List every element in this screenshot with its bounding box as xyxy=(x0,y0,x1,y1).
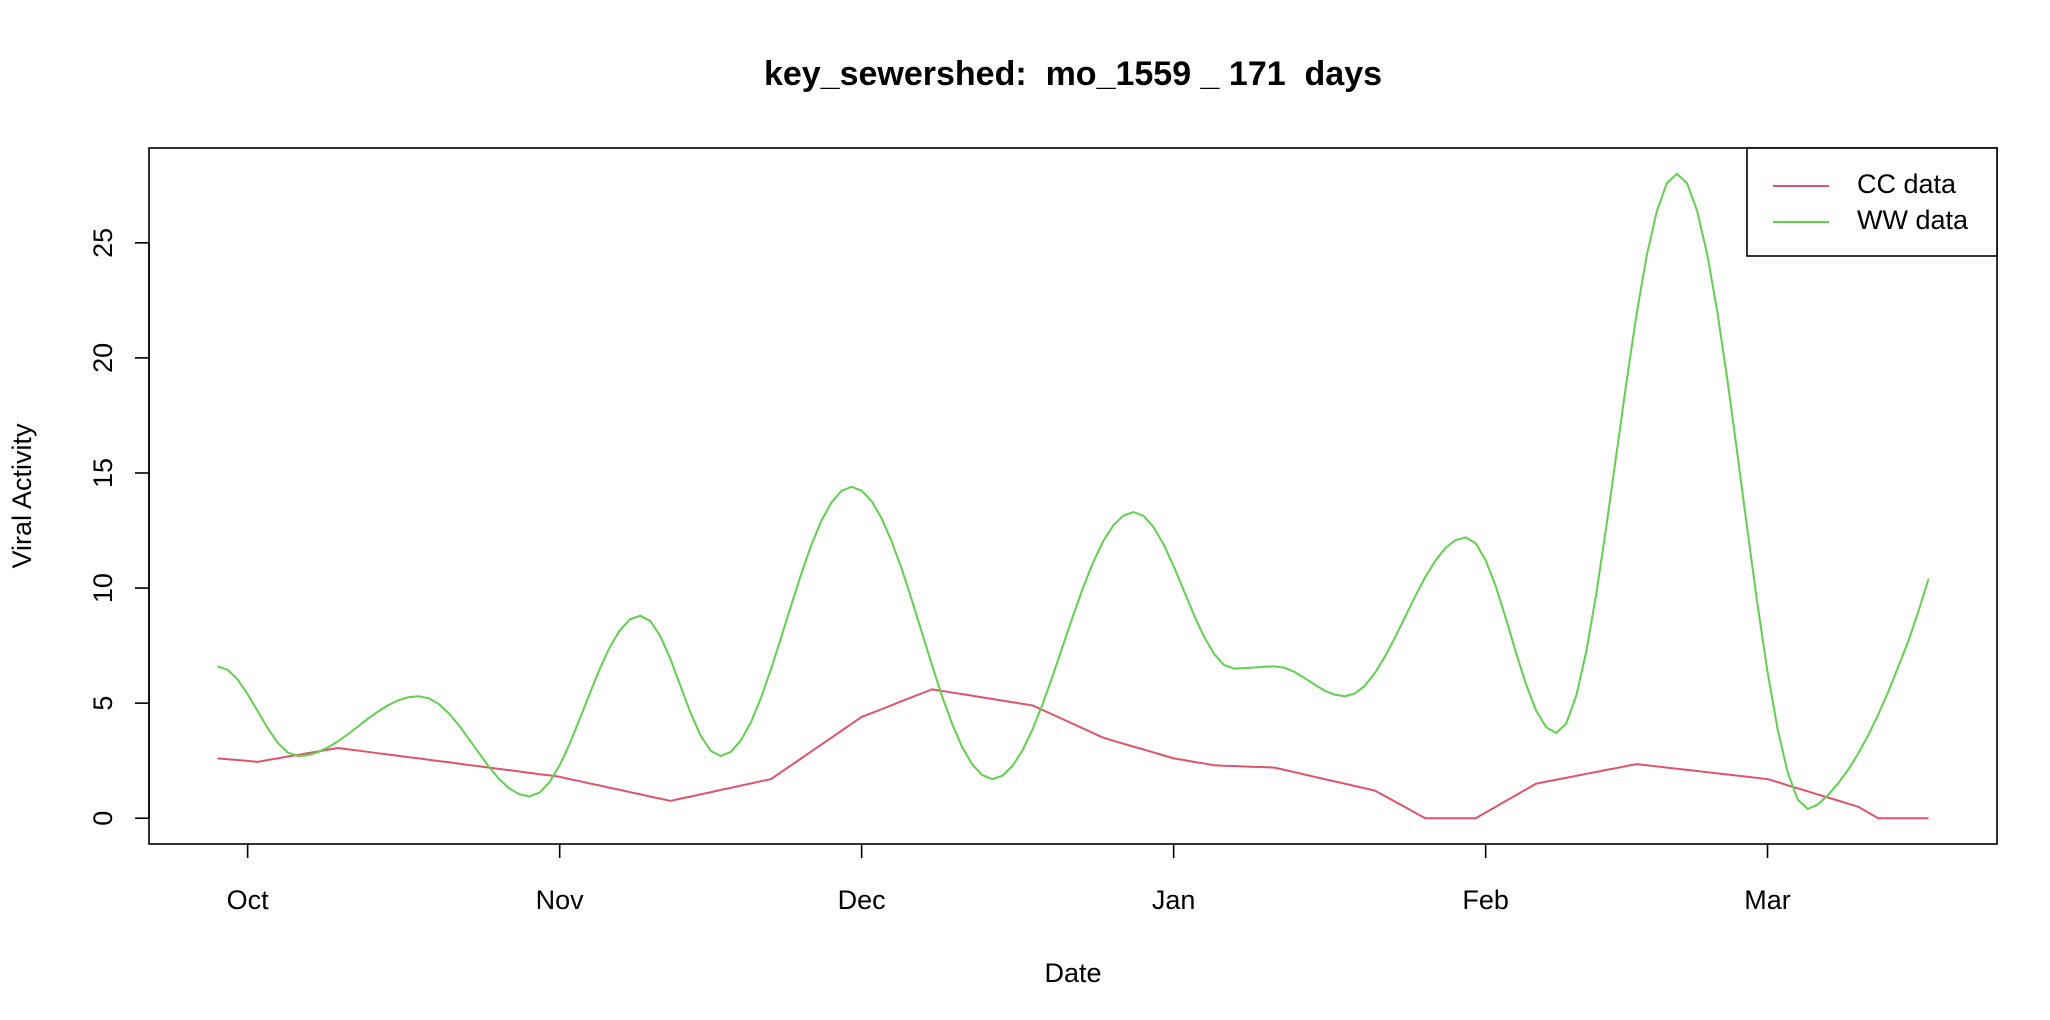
chart-title: key_sewershed: mo_1559 _ 171 days xyxy=(764,55,1382,93)
x-tick-label: Nov xyxy=(536,885,585,915)
x-tick-label: Jan xyxy=(1152,885,1196,915)
y-tick-label: 0 xyxy=(88,811,118,826)
y-tick-label: 5 xyxy=(88,696,118,711)
legend-box xyxy=(1746,147,1998,257)
y-tick-label: 15 xyxy=(88,458,118,488)
x-tick-label: Feb xyxy=(1462,885,1509,915)
x-tick-label: Dec xyxy=(838,885,886,915)
x-tick-label: Mar xyxy=(1744,885,1791,915)
y-tick-label: 25 xyxy=(88,228,118,258)
legend-label: CC data xyxy=(1857,169,1957,199)
y-axis-label: Viral Activity xyxy=(7,423,37,569)
x-tick-label: Oct xyxy=(227,885,270,915)
x-axis-label: Date xyxy=(1044,958,1101,988)
data-line xyxy=(217,688,1929,820)
data-line xyxy=(217,172,1930,811)
legend-label: WW data xyxy=(1857,205,1969,235)
y-tick-label: 20 xyxy=(88,343,118,373)
y-tick-label: 10 xyxy=(88,573,118,603)
plot-frame xyxy=(148,147,1998,845)
